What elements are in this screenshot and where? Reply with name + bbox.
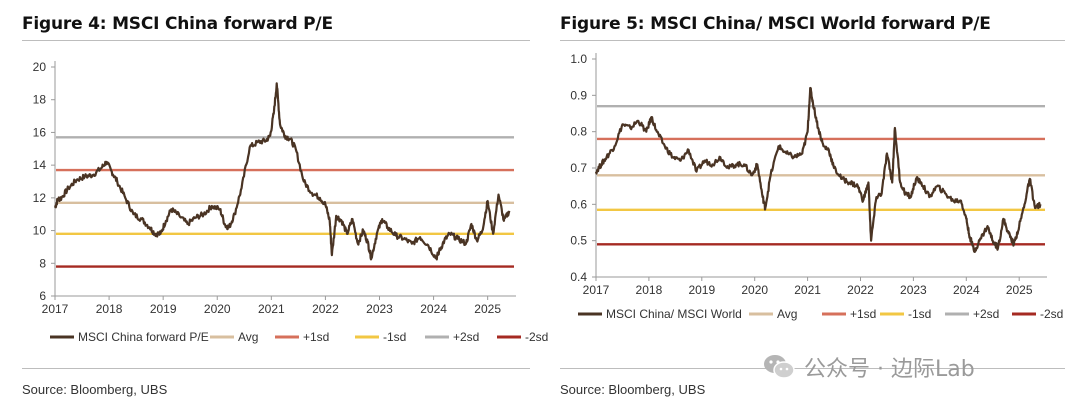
y-tick-label: 6 bbox=[39, 289, 46, 303]
x-tick-label: 2025 bbox=[474, 302, 501, 316]
y-tick-label: 1.0 bbox=[570, 52, 587, 66]
x-tick-label: 2019 bbox=[688, 283, 715, 297]
legend-label: +1sd bbox=[850, 307, 876, 321]
y-tick-label: 0.6 bbox=[570, 197, 587, 211]
x-tick-label: 2024 bbox=[420, 302, 447, 316]
figure-5-title: Figure 5: MSCI China/ MSCI World forward… bbox=[560, 14, 991, 34]
x-tick-label: 2017 bbox=[42, 302, 69, 316]
watermark: 公众号 · 边际Lab bbox=[762, 350, 975, 384]
x-tick-label: 2017 bbox=[583, 283, 610, 297]
figure-4-title: Figure 4: MSCI China forward P/E bbox=[22, 14, 333, 34]
legend-label: -2sd bbox=[1040, 307, 1063, 321]
y-tick-label: 0.7 bbox=[570, 161, 587, 175]
legend-label: +2sd bbox=[453, 330, 479, 344]
x-tick-label: 2025 bbox=[1006, 283, 1033, 297]
watermark-text: 公众号 · 边际Lab bbox=[804, 357, 975, 382]
source-divider bbox=[22, 368, 530, 369]
wechat-icon bbox=[764, 355, 795, 379]
x-tick-label: 2021 bbox=[794, 283, 821, 297]
figure-5-source: Source: Bloomberg, UBS bbox=[560, 382, 706, 397]
x-tick-label: 2020 bbox=[204, 302, 231, 316]
series-line-main bbox=[594, 86, 1042, 253]
x-tick-label: 2023 bbox=[900, 283, 927, 297]
x-tick-label: 2020 bbox=[741, 283, 768, 297]
x-tick-label: 2023 bbox=[366, 302, 393, 316]
figure-4-source: Source: Bloomberg, UBS bbox=[22, 382, 168, 397]
legend-label: Avg bbox=[777, 307, 797, 321]
x-tick-label: 2018 bbox=[636, 283, 663, 297]
y-tick-label: 10 bbox=[33, 224, 47, 238]
title-divider bbox=[22, 40, 530, 41]
y-tick-label: 0.5 bbox=[570, 234, 587, 248]
legend-label: +2sd bbox=[973, 307, 999, 321]
legend-label: MSCI China forward P/E bbox=[78, 330, 209, 344]
y-tick-label: 20 bbox=[33, 60, 47, 74]
legend-label: +1sd bbox=[303, 330, 329, 344]
y-tick-label: 18 bbox=[33, 93, 47, 107]
y-tick-label: 0.9 bbox=[570, 88, 587, 102]
y-tick-label: 0.8 bbox=[570, 125, 587, 139]
x-tick-label: 2022 bbox=[312, 302, 339, 316]
y-tick-label: 16 bbox=[33, 125, 47, 139]
y-tick-label: 8 bbox=[39, 256, 46, 270]
legend-label: -2sd bbox=[525, 330, 548, 344]
source-divider bbox=[560, 368, 1065, 369]
x-tick-label: 2018 bbox=[96, 302, 123, 316]
x-tick-label: 2022 bbox=[847, 283, 874, 297]
legend-label: -1sd bbox=[383, 330, 406, 344]
x-tick-label: 2024 bbox=[953, 283, 980, 297]
y-tick-label: 0.4 bbox=[570, 270, 587, 284]
legend-label: MSCI China/ MSCI World bbox=[606, 307, 742, 321]
legend-label: -1sd bbox=[908, 307, 931, 321]
x-tick-label: 2021 bbox=[258, 302, 285, 316]
legend-label: Avg bbox=[238, 330, 258, 344]
x-tick-label: 2019 bbox=[150, 302, 177, 316]
y-tick-label: 14 bbox=[33, 158, 47, 172]
series-line-main bbox=[53, 82, 511, 261]
title-divider bbox=[560, 40, 1065, 41]
y-tick-label: 12 bbox=[33, 191, 47, 205]
